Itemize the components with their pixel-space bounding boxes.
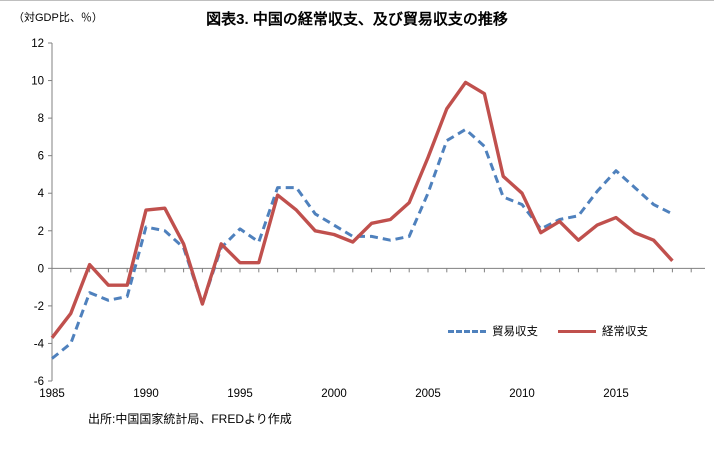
legend-label-current-account: 経常収支 [602, 326, 648, 338]
y-tick-label: 2 [38, 226, 44, 238]
y-axis-unit-label: （対GDP比、％） [13, 12, 103, 24]
chart-title: 図表3. 中国の経常収支、及び貿易収支の推移 [206, 11, 508, 28]
y-tick-label: 6 [38, 151, 44, 163]
chart-legend: 貿易収支 経常収支 [448, 323, 648, 339]
y-tick-label: -6 [34, 376, 44, 388]
legend-label-trade-balance: 貿易収支 [492, 326, 538, 338]
series-line-trade-balance [51, 127, 674, 360]
x-tick-label: 1985 [39, 388, 65, 400]
y-tick-label: 12 [31, 38, 44, 50]
y-tick-label: 10 [31, 76, 44, 88]
x-tick-label: 2010 [509, 388, 535, 400]
legend-item-trade-balance: 貿易収支 [448, 323, 538, 339]
x-tick-label: 2005 [415, 388, 441, 400]
x-tick-label: 2015 [603, 388, 629, 400]
x-tick-label: 1995 [227, 388, 253, 400]
x-tick-label: 1990 [133, 388, 159, 400]
y-tick-label: -4 [34, 338, 45, 350]
x-tick-label: 2000 [321, 388, 347, 400]
y-tick-label: 0 [38, 263, 44, 275]
y-tick-label: 8 [38, 113, 44, 125]
trade-balance-line-sample [448, 329, 486, 333]
legend-item-current-account: 経常収支 [558, 323, 648, 339]
series-line-current-account [50, 80, 674, 339]
source-note: 出所:中国国家統計局、FREDより作成 [88, 412, 292, 426]
y-tick-label: 4 [38, 188, 45, 200]
y-tick-label: -2 [34, 301, 44, 313]
current-account-line-sample [558, 329, 596, 333]
